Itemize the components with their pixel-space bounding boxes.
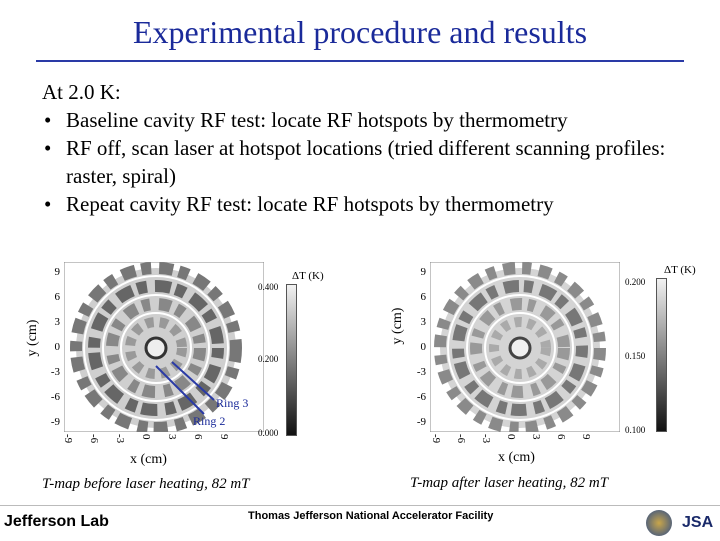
bullet-item: RF off, scan laser at hotspot locations … bbox=[42, 134, 692, 190]
left-y-label: y (cm) bbox=[25, 319, 40, 357]
left-xtick: -9 bbox=[62, 434, 74, 444]
right-cb-tick: 0.200 bbox=[625, 277, 646, 287]
facility-name: Thomas Jefferson National Accelerator Fa… bbox=[248, 510, 494, 522]
right-ytick: -9 bbox=[416, 416, 426, 428]
left-x-label: x (cm) bbox=[130, 452, 167, 467]
jefferson-lab-logo: Jefferson Lab bbox=[4, 513, 109, 530]
jsa-logo-icon: JSA bbox=[676, 510, 716, 536]
left-caption: T-map before laser heating, 82 mT bbox=[42, 476, 250, 492]
right-caption: T-map after laser heating, 82 mT bbox=[410, 475, 609, 491]
right-x-label: x (cm) bbox=[498, 450, 535, 465]
left-ytick: -3 bbox=[50, 366, 60, 378]
right-xtick: 3 bbox=[530, 434, 542, 440]
right-cb-tick: 0.100 bbox=[625, 425, 646, 435]
body-text: At 2.0 K: Baseline cavity RF test: locat… bbox=[42, 78, 692, 218]
title-rule bbox=[36, 60, 684, 62]
intro-line: At 2.0 K: bbox=[42, 80, 121, 104]
left-ytick: 0 bbox=[54, 341, 61, 353]
left-ytick: -9 bbox=[50, 416, 60, 428]
ring2-label: Ring 2 bbox=[193, 414, 226, 428]
bullet-list: Baseline cavity RF test: locate RF hotsp… bbox=[42, 106, 692, 218]
right-cb-tick: 0.150 bbox=[625, 351, 646, 361]
right-ytick: 0 bbox=[420, 341, 427, 353]
left-xtick: -6 bbox=[88, 434, 100, 444]
right-colorbar-title: ΔT (K) bbox=[664, 264, 696, 276]
left-ytick: 6 bbox=[54, 291, 61, 303]
left-colorbar bbox=[286, 284, 297, 436]
left-cb-tick: 0.400 bbox=[258, 282, 279, 292]
left-colorbar-title: ΔT (K) bbox=[292, 270, 324, 282]
doe-seal-icon bbox=[646, 510, 672, 536]
right-tmap-image bbox=[430, 262, 620, 432]
bullet-item: Baseline cavity RF test: locate RF hotsp… bbox=[42, 106, 692, 134]
right-ytick: -3 bbox=[416, 366, 426, 378]
right-ytick: 6 bbox=[420, 291, 427, 303]
right-ytick: 3 bbox=[420, 316, 427, 328]
left-xtick: 3 bbox=[166, 434, 178, 440]
right-ytick: 9 bbox=[420, 266, 427, 278]
slide-title: Experimental procedure and results bbox=[132, 14, 588, 50]
left-ytick: 9 bbox=[54, 266, 61, 278]
left-xtick: 6 bbox=[192, 434, 204, 440]
left-xtick: 0 bbox=[140, 434, 152, 440]
left-xtick: 9 bbox=[218, 434, 230, 440]
right-xtick: 0 bbox=[505, 434, 517, 440]
right-xtick: 9 bbox=[580, 434, 592, 440]
right-y-label: y (cm) bbox=[390, 307, 405, 345]
right-xtick: 6 bbox=[555, 434, 567, 440]
left-tmap-image bbox=[64, 262, 264, 432]
jsa-logo-text: JSA bbox=[682, 514, 714, 531]
right-xtick: -6 bbox=[455, 434, 467, 444]
right-xtick: -9 bbox=[430, 434, 442, 444]
left-ytick: -6 bbox=[50, 391, 60, 403]
left-cb-tick: 0.000 bbox=[258, 428, 279, 438]
right-xtick: -3 bbox=[480, 434, 492, 444]
right-ytick: -6 bbox=[416, 391, 426, 403]
right-colorbar bbox=[656, 278, 667, 432]
left-ytick: 3 bbox=[54, 316, 61, 328]
left-xtick: -3 bbox=[114, 434, 126, 444]
ring3-label: Ring 3 bbox=[216, 396, 249, 410]
footer-bar: Jefferson Lab Thomas Jefferson National … bbox=[0, 505, 720, 541]
bullet-item: Repeat cavity RF test: locate RF hotspot… bbox=[42, 190, 692, 218]
left-cb-tick: 0.200 bbox=[258, 354, 279, 364]
